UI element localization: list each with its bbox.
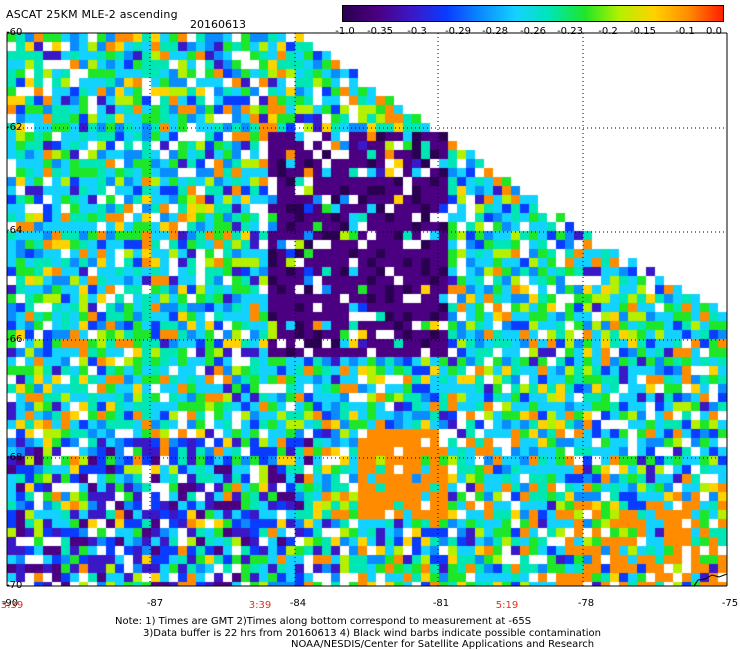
lat-label: -68: [6, 452, 23, 463]
lon-label: -75: [721, 598, 739, 609]
lat-label: -64: [6, 225, 23, 236]
lon-label: -84: [289, 598, 307, 609]
colorbar-label: -0.2: [598, 26, 618, 37]
lon-label: -87: [146, 598, 164, 609]
lat-label: -66: [6, 334, 23, 345]
lon-label: -81: [432, 598, 450, 609]
coastline: [693, 573, 728, 587]
time-label: 3:39: [0, 600, 24, 611]
colorbar-label: -0.26: [520, 26, 546, 37]
colorbar-label: -0.29: [445, 26, 471, 37]
lat-label: -62: [6, 122, 23, 133]
colorbar-labels: -1.0 -0.35 -0.3 -0.29 -0.28 -0.26 -0.23 …: [0, 26, 740, 40]
lon-label: -78: [577, 598, 595, 609]
lat-label: -70: [6, 580, 23, 591]
lon-label: -90: [1, 598, 19, 609]
colorbar-label: -0.3: [407, 26, 427, 37]
colorbar-label: -0.28: [482, 26, 508, 37]
colorbar-label: 0.0: [706, 26, 722, 37]
wind-swath-map: [7, 33, 727, 586]
colorbar-label: -0.15: [630, 26, 656, 37]
colorbar-label: -0.1: [675, 26, 695, 37]
note-line-1: Note: 1) Times are GMT 2)Times along bot…: [115, 616, 532, 627]
colorbar-label: -1.0: [335, 26, 355, 37]
map-date: 20160613: [190, 18, 246, 31]
colorbar: [342, 5, 724, 22]
note-line-3: NOAA/NESDIS/Center for Satellite Applica…: [291, 639, 595, 650]
lat-label: -60: [6, 27, 23, 38]
colorbar-label: -0.23: [557, 26, 583, 37]
time-label: 5:19: [495, 600, 519, 611]
time-label: 3:39: [248, 600, 272, 611]
note-line-2: 3)Data buffer is 22 hrs from 20160613 4)…: [143, 628, 601, 639]
map-title: ASCAT 25KM MLE-2 ascending: [6, 8, 178, 21]
colorbar-label: -0.35: [367, 26, 393, 37]
